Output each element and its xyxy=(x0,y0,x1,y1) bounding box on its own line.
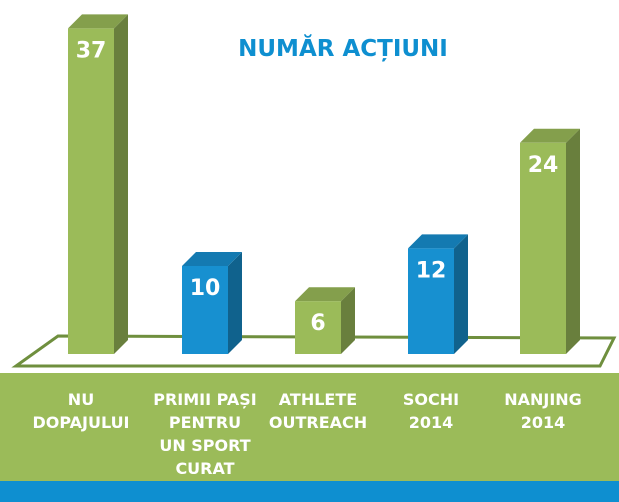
x-tick-label: UN SPORT xyxy=(159,436,250,455)
value-label: 37 xyxy=(76,38,107,63)
x-tick-label: SOCHI xyxy=(403,390,459,409)
value-label: 10 xyxy=(190,276,221,301)
x-tick-label: PENTRU xyxy=(169,413,241,432)
bar-top xyxy=(295,287,355,302)
bar-top xyxy=(408,234,468,249)
bar xyxy=(182,266,228,354)
label-band xyxy=(0,373,619,481)
x-tick-label: 2014 xyxy=(521,413,566,432)
bar-side xyxy=(341,287,355,354)
bar-side xyxy=(454,234,468,354)
bar-side xyxy=(228,252,242,354)
bar xyxy=(408,248,454,354)
x-tick-label: PRIMII PAȘI xyxy=(153,390,257,409)
value-label: 6 xyxy=(310,311,325,336)
bar xyxy=(68,28,114,355)
x-tick-label: NANJING xyxy=(504,390,582,409)
bottom-band xyxy=(0,481,619,502)
bar-side xyxy=(114,14,128,355)
x-tick-label: NU xyxy=(68,390,94,409)
value-label: 12 xyxy=(416,258,447,283)
bar-top xyxy=(182,252,242,266)
chart-title: NUMĂR ACȚIUNI xyxy=(238,34,448,62)
x-tick-label: OUTREACH xyxy=(269,413,367,432)
x-tick-label: DOPAJULUI xyxy=(32,413,129,432)
bar-top xyxy=(68,14,128,29)
x-tick-label: CURAT xyxy=(175,459,234,478)
bar-top xyxy=(520,128,580,143)
x-tick-label: 2014 xyxy=(409,413,454,432)
x-tick-label: ATHLETE xyxy=(279,390,357,409)
bar xyxy=(295,301,341,354)
floor xyxy=(11,334,617,368)
bar-side xyxy=(566,128,580,354)
bar xyxy=(520,142,566,354)
value-label: 24 xyxy=(528,153,559,178)
